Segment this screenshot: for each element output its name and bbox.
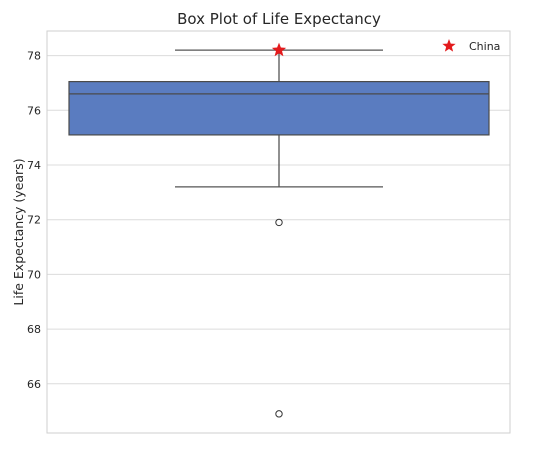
y-tick-label: 70	[27, 268, 41, 281]
y-tick-label: 72	[27, 214, 41, 227]
y-tick-label: 76	[27, 104, 41, 117]
iqr-box	[68, 80, 490, 136]
legend-label-china: China	[469, 40, 500, 53]
y-tick-label: 78	[27, 50, 41, 63]
legend: China	[442, 39, 500, 53]
y-axis-label: Life Expectancy (years)	[11, 158, 26, 305]
legend-star-icon	[442, 39, 456, 52]
box-group	[68, 42, 490, 418]
outlier-point	[275, 410, 283, 418]
china-star-marker	[271, 42, 287, 57]
plot-frame	[46, 30, 511, 434]
y-axis-ticks: 66 68 70 72 74 76 78	[27, 50, 41, 391]
y-tick-label: 74	[27, 159, 41, 172]
y-tick-label: 68	[27, 323, 41, 336]
y-tick-label: 66	[27, 378, 41, 391]
outlier-point	[275, 218, 283, 227]
chart-title: Box Plot of Life Expectancy	[177, 10, 381, 28]
